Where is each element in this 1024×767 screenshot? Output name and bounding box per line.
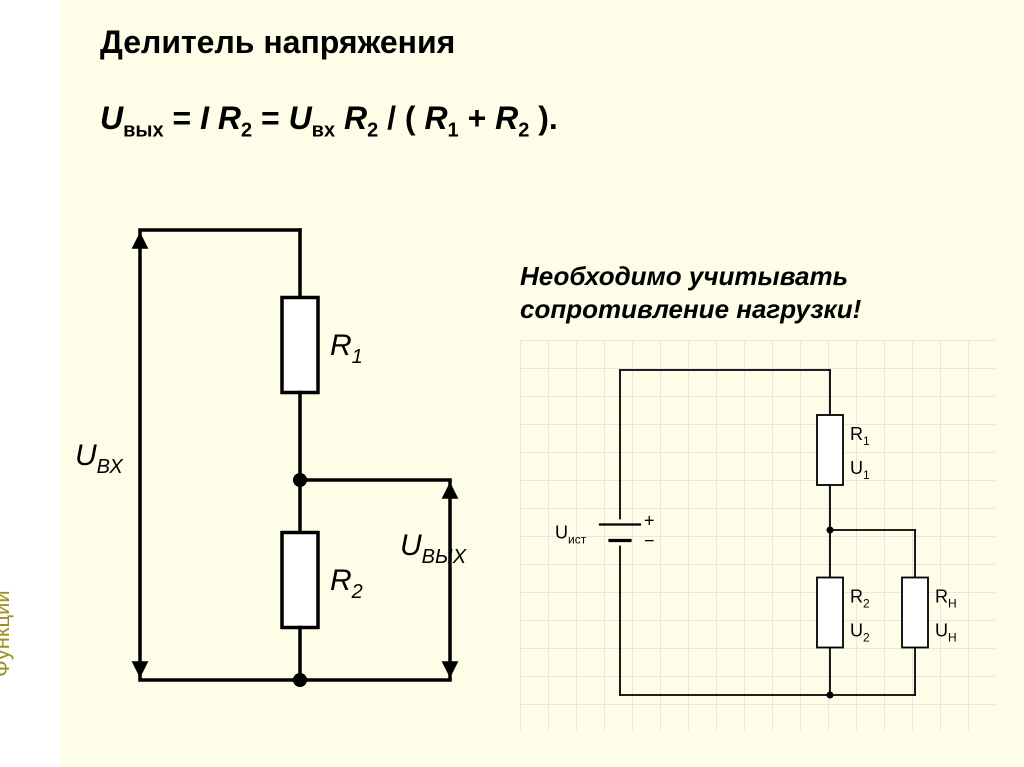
f-R1: R (424, 100, 447, 136)
f-uout: U (100, 100, 123, 136)
page-title: Делитель напряжения (100, 24, 455, 61)
svg-text:R1: R1 (330, 329, 363, 368)
f-R2b: R (344, 100, 367, 136)
svg-text:R1: R1 (850, 424, 870, 448)
f-uin: U (289, 100, 312, 136)
f-R2a-sub: 2 (241, 119, 252, 141)
f-R2c-sub: 2 (518, 119, 529, 141)
svg-text:Uист: Uист (555, 523, 587, 547)
svg-text:U1: U1 (850, 458, 870, 482)
diagram-voltage-divider: R1 R2 UВХ UВЫХ (70, 190, 490, 720)
f-R2a: R (218, 100, 241, 136)
f-I: I (200, 100, 209, 136)
svg-text:U2: U2 (850, 621, 870, 645)
svg-text:RН: RН (935, 587, 957, 611)
f-R2c: R (495, 100, 518, 136)
svg-text:−: − (644, 531, 655, 551)
sidebar-section-label: Функции (0, 590, 15, 677)
svg-text:R2: R2 (850, 587, 870, 611)
f-uin-sub: вх (312, 119, 335, 141)
diagram-divider-with-load: +− Uист R1 U1 R2 U2 RН UН (520, 340, 995, 730)
f-eq2: = (261, 100, 289, 136)
f-slash: / ( (387, 100, 415, 136)
note-line2: сопротивление нагрузки! (520, 293, 861, 326)
voltage-divider-formula: Uвых = I R2 = Uвх R2 / ( R1 + R2 ). (100, 100, 558, 142)
f-R1-sub: 1 (448, 119, 459, 141)
load-note: Необходимо учитывать сопротивление нагру… (520, 260, 861, 325)
svg-text:UН: UН (935, 621, 957, 645)
svg-text:UВЫХ: UВЫХ (400, 529, 467, 568)
svg-text:UВХ: UВХ (75, 439, 123, 478)
f-uout-sub: вых (123, 119, 164, 141)
f-close: ). (538, 100, 558, 136)
note-line1: Необходимо учитывать (520, 260, 861, 293)
svg-text:R2: R2 (330, 564, 363, 603)
f-R2b-sub: 2 (367, 119, 378, 141)
f-eq1: = (173, 100, 201, 136)
f-plus: + (468, 100, 496, 136)
svg-text:+: + (644, 511, 655, 531)
